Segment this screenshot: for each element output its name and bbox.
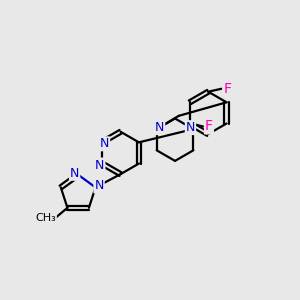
Text: F: F bbox=[223, 82, 231, 96]
Text: CH₃: CH₃ bbox=[35, 213, 56, 223]
Text: N: N bbox=[155, 121, 164, 134]
Text: F: F bbox=[205, 119, 213, 134]
Text: N: N bbox=[95, 158, 104, 172]
Text: N: N bbox=[186, 121, 195, 134]
Text: N: N bbox=[70, 167, 79, 180]
Text: N: N bbox=[94, 179, 104, 192]
Text: N: N bbox=[100, 137, 109, 150]
